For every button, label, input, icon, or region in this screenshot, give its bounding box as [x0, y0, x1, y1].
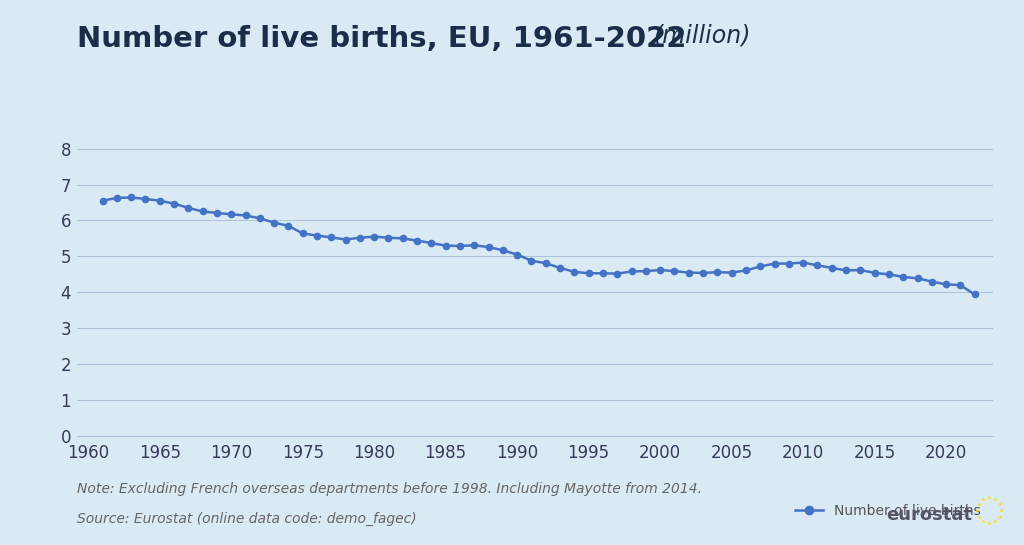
- Text: eurostat: eurostat: [886, 506, 972, 524]
- Text: Note: Excluding French overseas departments before 1998. Including Mayotte from : Note: Excluding French overseas departme…: [77, 482, 701, 496]
- Legend: Number of live births: Number of live births: [790, 499, 986, 524]
- Text: (million): (million): [653, 23, 751, 47]
- Text: Number of live births, EU, 1961-2022: Number of live births, EU, 1961-2022: [77, 25, 686, 52]
- Text: Source: Eurostat (online data code: demo_fagec): Source: Eurostat (online data code: demo…: [77, 512, 417, 526]
